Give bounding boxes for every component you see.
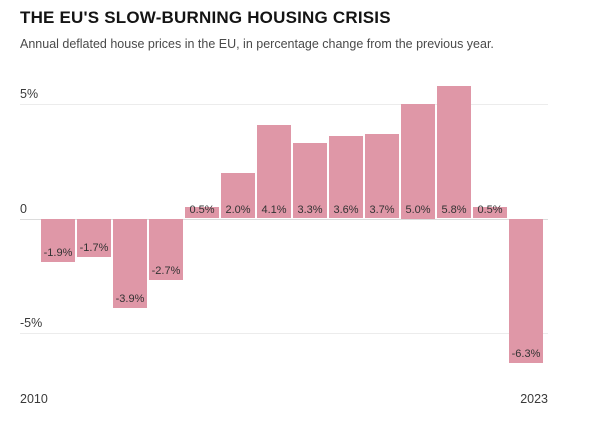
bar-2014	[185, 207, 219, 219]
value-label-2015: 2.0%	[225, 203, 251, 216]
value-label-2022: 0.5%	[477, 203, 503, 216]
value-label-2012: -3.9%	[115, 292, 145, 305]
bar-2016	[257, 124, 291, 219]
value-label-2013: -2.7%	[151, 265, 181, 278]
chart-title: THE EU'S SLOW-BURNING HOUSING CRISIS	[20, 8, 391, 27]
x-axis-tick-2010: 2010	[20, 392, 48, 406]
bar-2020	[401, 104, 435, 219]
bar-2019	[365, 133, 399, 219]
value-label-2018: 3.6%	[333, 203, 359, 216]
bar-2011	[77, 218, 111, 258]
value-label-2021: 5.8%	[441, 203, 467, 216]
bar-2015	[221, 172, 255, 219]
bar-2021	[437, 85, 471, 219]
bar-2018	[329, 136, 363, 219]
value-label-2014: 0.5%	[189, 203, 215, 216]
y-axis-tick--5pct: -5%	[20, 316, 43, 330]
gridline-0	[20, 218, 548, 220]
value-label-2011: -1.7%	[79, 242, 109, 255]
bar-2022	[473, 207, 507, 219]
y-axis-tick-5pct: 5%	[20, 87, 39, 101]
value-label-2023: -6.3%	[511, 347, 541, 360]
value-label-2020: 5.0%	[405, 203, 431, 216]
y-axis-tick-0: 0	[20, 201, 27, 216]
gridline-5pct	[20, 104, 548, 105]
bar-2017	[293, 142, 327, 219]
bar-2023	[509, 218, 543, 363]
x-axis-tick-2023: 2023	[520, 392, 548, 406]
value-label-2010: -1.9%	[43, 247, 73, 259]
value-label-2017: 3.3%	[297, 203, 323, 216]
bar-2013	[149, 218, 183, 281]
value-label-2019: 3.7%	[369, 203, 395, 216]
bar-2010	[41, 218, 75, 262]
chart-subtitle: Annual deflated house prices in the EU, …	[20, 37, 494, 51]
gridline--5pct	[20, 333, 548, 334]
bar-2012	[113, 218, 147, 308]
value-label-2016: 4.1%	[261, 203, 287, 216]
